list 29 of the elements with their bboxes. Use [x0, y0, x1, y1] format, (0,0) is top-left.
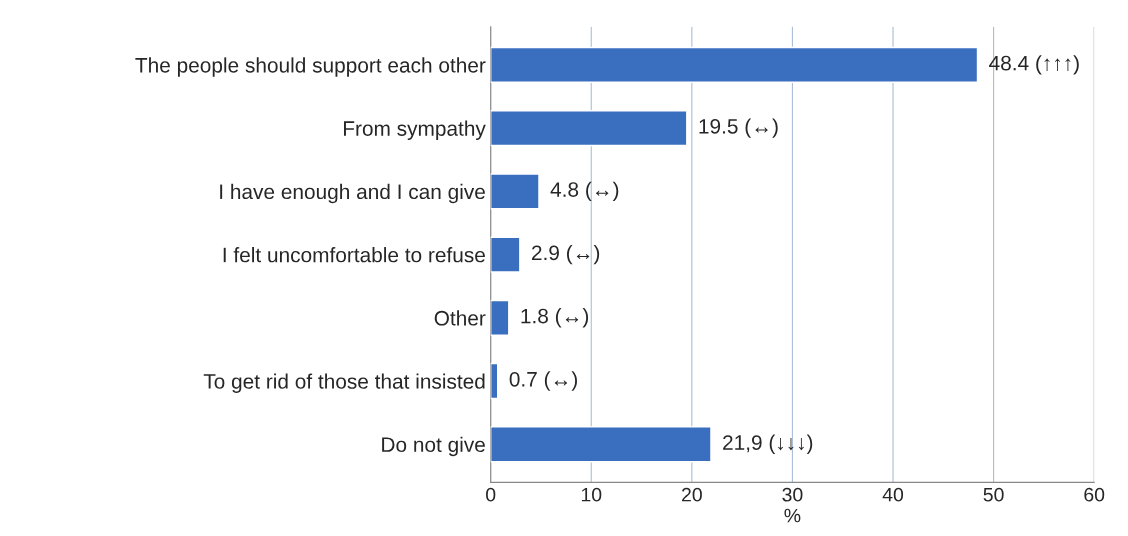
- data-label: 48.4 (↑↑↑): [989, 55, 1079, 75]
- x-tick-label: 40: [882, 487, 904, 502]
- x-axis-title: %: [784, 508, 801, 523]
- data-label: 19.5 (↔): [699, 118, 778, 138]
- bar: [490, 362, 499, 400]
- bar: [490, 426, 712, 463]
- bar: [490, 236, 521, 273]
- x-tick-label: 10: [581, 487, 602, 502]
- x-tick-label: 0: [486, 487, 496, 502]
- bar: [490, 46, 979, 83]
- data-label: 2.9 (↔): [532, 244, 600, 265]
- x-tick-label: 30: [782, 487, 803, 502]
- bar: [490, 299, 510, 336]
- x-tick-label: 60: [1084, 487, 1105, 502]
- data-label: 4.8 (↔): [550, 181, 619, 202]
- y-tick-label: I felt uncomfortable to refuse: [223, 247, 485, 263]
- data-label: 21,9 (↓↓↓): [723, 434, 813, 454]
- data-label: 0.7 (↔): [509, 371, 577, 391]
- y-tick-label: I have enough and I can give: [220, 183, 485, 204]
- y-tick-label: To get rid of those that insisted: [203, 373, 485, 393]
- y-tick-label: Do not give: [382, 436, 485, 457]
- x-tick-label: 20: [682, 487, 702, 502]
- bar: [490, 110, 688, 147]
- y-tick-label: The people should support each other: [135, 57, 486, 77]
- data-label: 1.8 (↔): [521, 308, 589, 328]
- y-tick-label: From sympathy: [343, 120, 486, 140]
- bar: [490, 173, 540, 210]
- x-tick-label: 50: [983, 487, 1004, 502]
- y-tick-label: Other: [434, 310, 486, 326]
